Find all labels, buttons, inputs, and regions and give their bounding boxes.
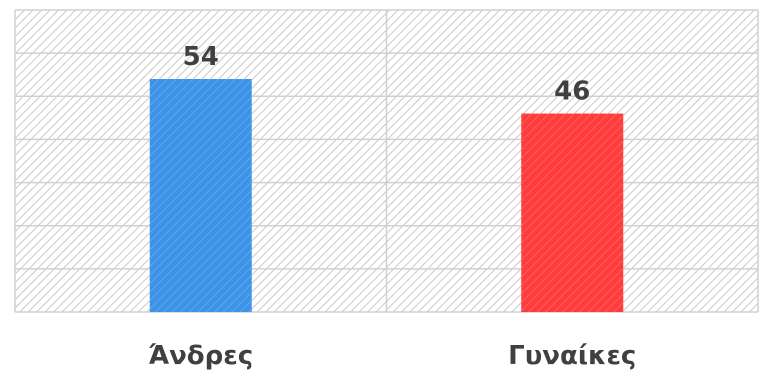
data-labels: 54 46: [183, 42, 591, 107]
data-label-1: 54: [183, 42, 219, 72]
gridlines: [14, 9, 759, 313]
bars: [149, 79, 624, 313]
data-label-2: 46: [554, 77, 590, 107]
bar-texture-2: [521, 113, 624, 313]
x-tick-label-1: Άνδρες: [148, 341, 253, 371]
x-tick-label-2: Γυναίκες: [508, 341, 636, 371]
bar-texture-1: [149, 79, 252, 313]
x-axis-labels: Άνδρες Γυναίκες: [148, 341, 636, 371]
